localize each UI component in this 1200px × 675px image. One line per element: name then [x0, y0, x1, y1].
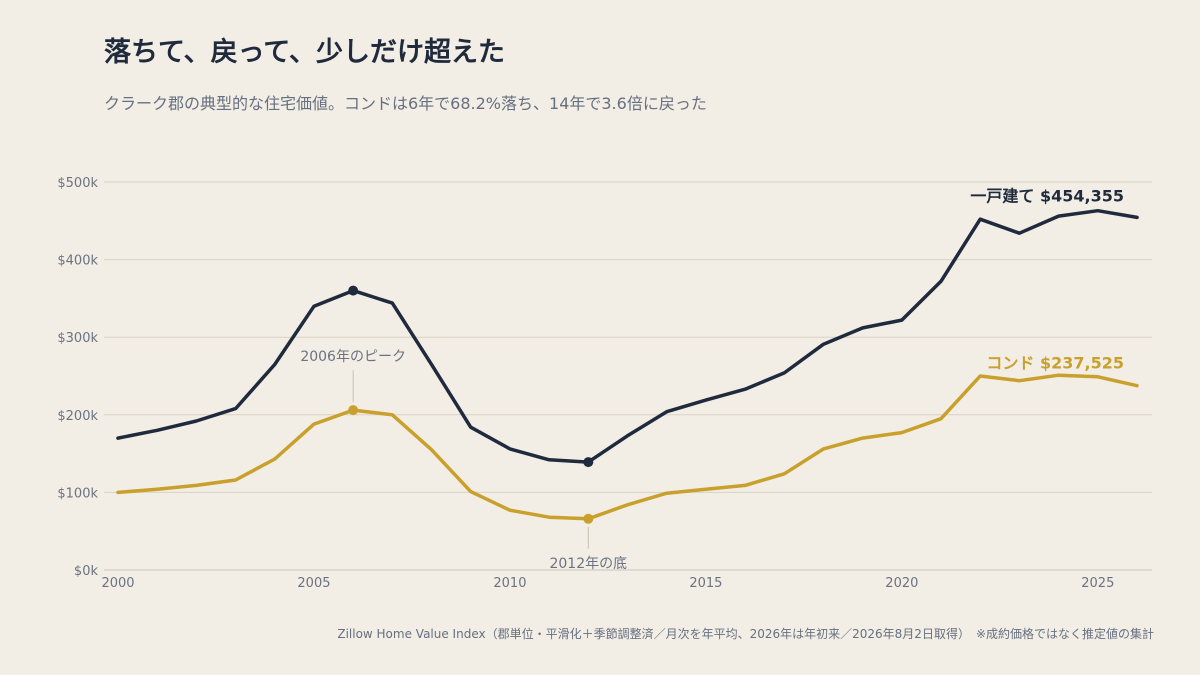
- x-tick-label: 2015: [689, 576, 722, 591]
- data-point-marker: [348, 405, 359, 416]
- y-tick-label: $400k: [57, 254, 98, 269]
- series-line-condo: [116, 373, 1139, 521]
- series-layer: [116, 208, 1139, 524]
- y-tick-label: $500k: [57, 176, 98, 191]
- y-tick-label: $100k: [57, 486, 98, 501]
- source-note: Zillow Home Value Index（郡単位・平滑化＋季節調整済／月次…: [337, 627, 1154, 641]
- series-line-single-family: [116, 208, 1139, 464]
- y-tick-label: $200k: [57, 409, 98, 424]
- end-label-condo: コンド $237,525: [986, 354, 1124, 373]
- y-tick-label: $300k: [57, 331, 98, 346]
- grid-layer: [104, 181, 1152, 571]
- x-tick-label: 2025: [1081, 576, 1114, 591]
- x-tick-label: 2005: [297, 576, 330, 591]
- annotation-label: 2012年の底: [549, 556, 627, 572]
- x-tick-label: 2000: [101, 576, 134, 591]
- annotation-layer: 2006年のピーク 2012年の底: [300, 349, 627, 572]
- y-tick-label: $0k: [74, 564, 99, 579]
- chart-title: 落ちて、戻って、少しだけ超えた: [104, 37, 505, 68]
- annotation-label: 2006年のピーク: [300, 349, 406, 365]
- data-point-marker: [583, 457, 594, 468]
- label-layer: 一戸建て $454,355 コンド $237,525: [970, 186, 1124, 372]
- chart-subtitle: クラーク郡の典型的な住宅価値。コンドは6年で68.2%落ち、14年で3.6倍に戻…: [104, 94, 707, 113]
- x-tick-label: 2010: [493, 576, 526, 591]
- x-tick-label: 2020: [885, 576, 918, 591]
- axis-layer: $0k $100k $200k $300k $400k $500k 2000 2005 2010…: [57, 176, 1114, 591]
- end-label-single-family: 一戸建て $454,355: [970, 186, 1124, 205]
- data-point-marker: [583, 513, 594, 524]
- data-point-marker: [348, 285, 359, 296]
